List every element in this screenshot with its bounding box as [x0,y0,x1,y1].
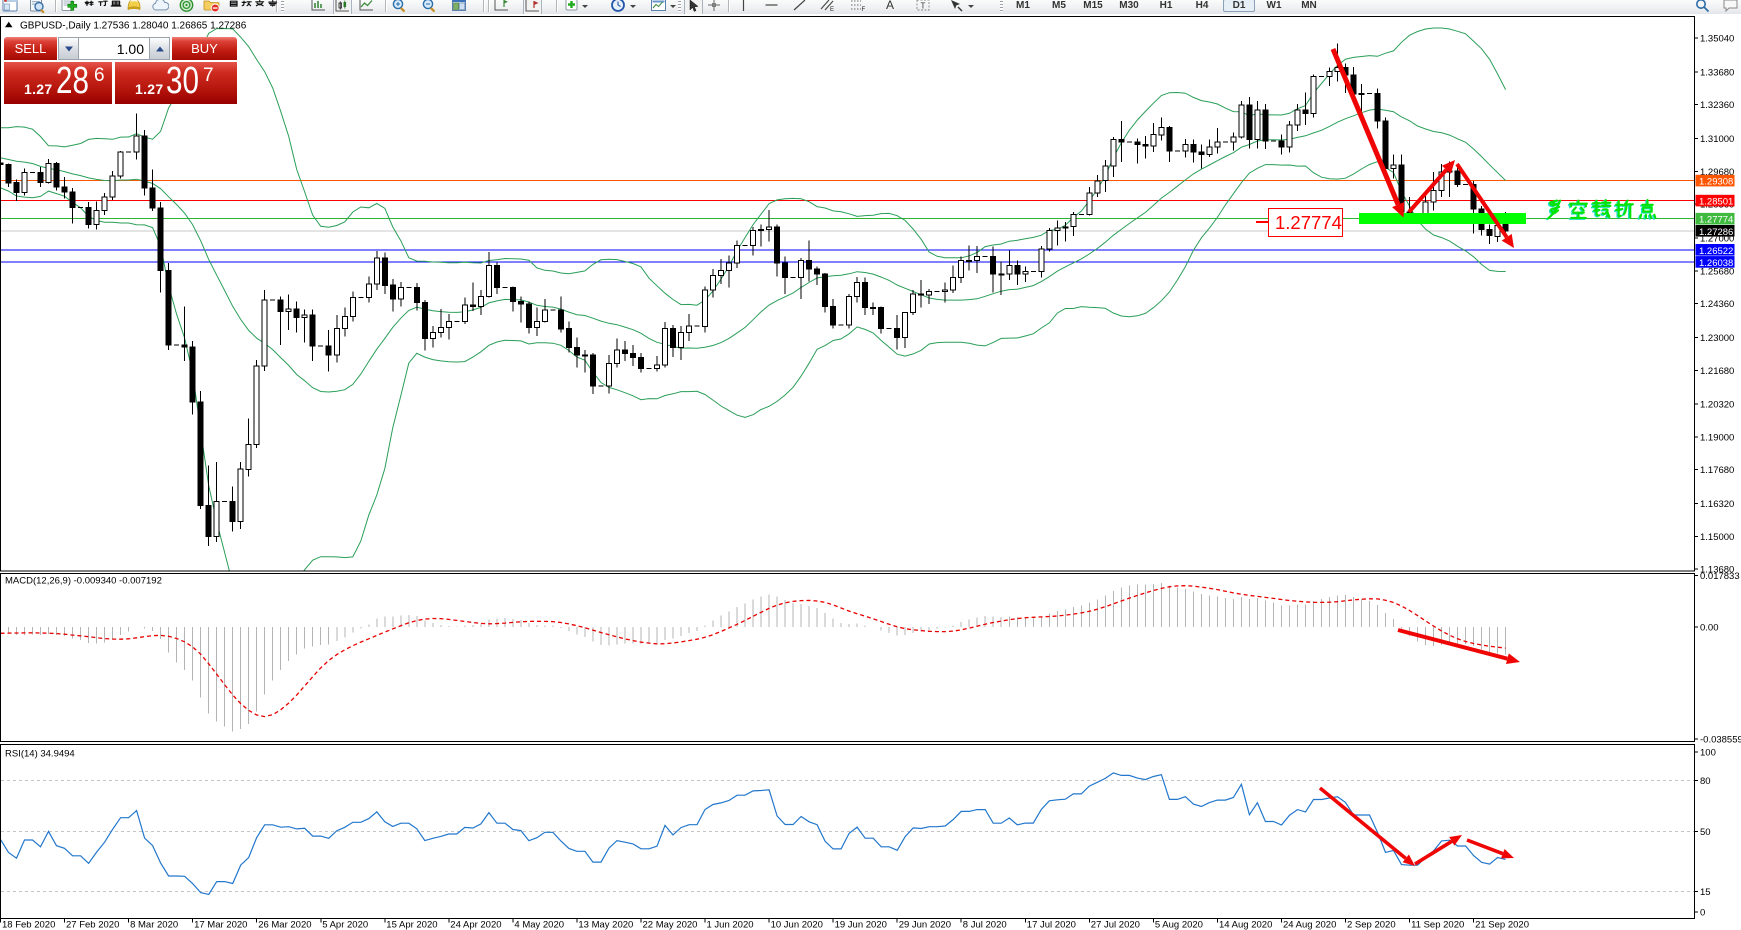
svg-text:17 Mar 2020: 17 Mar 2020 [194,920,247,930]
svg-text:1.20320: 1.20320 [1700,400,1734,411]
svg-text:1.19000: 1.19000 [1700,432,1734,443]
svg-text:F: F [862,7,866,13]
svg-text:100: 100 [1700,748,1716,759]
svg-text:50: 50 [1700,827,1711,838]
svg-text:8 Jul 2020: 8 Jul 2020 [963,920,1007,930]
svg-text:10 Jun 2020: 10 Jun 2020 [771,920,823,930]
svg-text:1 Jun 2020: 1 Jun 2020 [707,920,754,930]
svg-text:1.16320: 1.16320 [1700,499,1734,510]
svg-text:0.00: 0.00 [1700,623,1719,634]
svg-text:15: 15 [1700,887,1711,898]
svg-text:1.27000: 1.27000 [1700,234,1734,245]
svg-text:22 May 2020: 22 May 2020 [643,920,698,930]
svg-text:5 Aug 2020: 5 Aug 2020 [1155,920,1203,930]
svg-text:1.27774: 1.27774 [1275,212,1342,233]
svg-text:11 Sep 2020: 11 Sep 2020 [1411,920,1464,930]
svg-text:1.15000: 1.15000 [1700,532,1734,543]
svg-text:29 Jun 2020: 29 Jun 2020 [899,920,951,930]
svg-text:1.24360: 1.24360 [1700,299,1734,310]
svg-text:GBPUSD-,Daily 1.27536 1.28040: GBPUSD-,Daily 1.27536 1.28040 1.26865 1.… [20,21,247,32]
svg-text:18 Feb 2020: 18 Feb 2020 [2,920,55,930]
svg-text:24 Aug 2020: 24 Aug 2020 [1283,920,1336,930]
svg-text:1.26038: 1.26038 [1699,258,1733,269]
svg-text:1.27286: 1.27286 [1699,227,1733,238]
svg-text:1.13680: 1.13680 [1700,565,1734,576]
svg-text:15 Apr 2020: 15 Apr 2020 [386,920,437,930]
svg-text:27 Feb 2020: 27 Feb 2020 [66,920,119,930]
svg-text:1.23000: 1.23000 [1700,333,1734,344]
svg-text:21 Sep 2020: 21 Sep 2020 [1475,920,1529,930]
svg-text:1.17680: 1.17680 [1700,465,1734,476]
svg-text:0: 0 [1700,908,1705,919]
svg-text:1.25680: 1.25680 [1700,266,1734,277]
svg-text:27 Jul 2020: 27 Jul 2020 [1091,920,1140,930]
svg-text:14 Aug 2020: 14 Aug 2020 [1219,920,1272,930]
svg-text:E: E [830,7,834,13]
svg-text:1.33680: 1.33680 [1700,67,1734,78]
svg-text:5 Apr 2020: 5 Apr 2020 [322,920,368,930]
svg-text:1.27774: 1.27774 [1699,215,1733,226]
svg-text:1.35040: 1.35040 [1700,34,1734,45]
svg-text:1.32360: 1.32360 [1700,100,1734,111]
svg-text:4 May 2020: 4 May 2020 [514,920,564,930]
svg-text:1.21680: 1.21680 [1700,366,1734,377]
svg-text:1.29680: 1.29680 [1700,167,1734,178]
svg-text:T: T [921,2,926,11]
svg-text:24 Apr 2020: 24 Apr 2020 [450,920,501,930]
svg-text:19 Jun 2020: 19 Jun 2020 [835,920,887,930]
svg-text:1.28501: 1.28501 [1699,197,1733,208]
svg-text:8 Mar 2020: 8 Mar 2020 [130,920,178,930]
svg-text:RSI(14) 34.9494: RSI(14) 34.9494 [5,749,75,760]
svg-text:MACD(12,26,9) -0.009340 -0.007: MACD(12,26,9) -0.009340 -0.007192 [5,576,162,587]
svg-text:1.31000: 1.31000 [1700,134,1734,145]
svg-text:-0.038559: -0.038559 [1700,734,1741,745]
svg-text:17 Jul 2020: 17 Jul 2020 [1027,920,1076,930]
svg-text:80: 80 [1700,776,1711,787]
svg-text:1.29308: 1.29308 [1699,177,1733,188]
svg-text:2 Sep 2020: 2 Sep 2020 [1347,920,1396,930]
svg-text:0.017833: 0.017833 [1700,571,1740,582]
svg-text:13 May 2020: 13 May 2020 [578,920,633,930]
svg-text:26 Mar 2020: 26 Mar 2020 [258,920,311,930]
svg-text:1.26522: 1.26522 [1699,246,1733,257]
